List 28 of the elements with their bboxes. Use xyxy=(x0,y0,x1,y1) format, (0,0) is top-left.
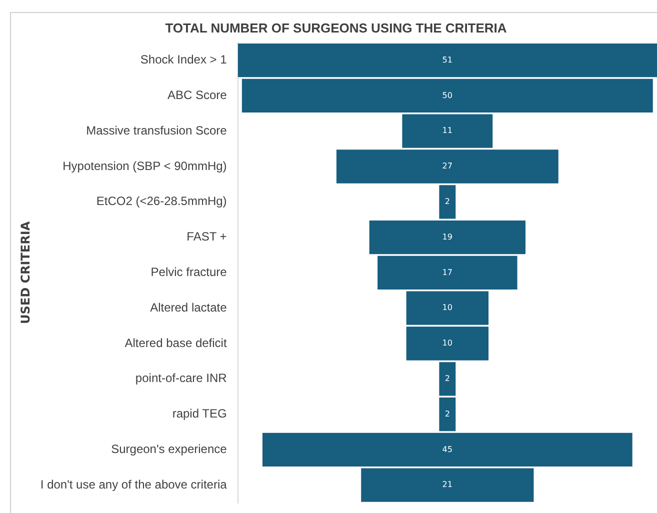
data-label: 10 xyxy=(442,338,452,348)
data-label: 51 xyxy=(442,55,452,64)
category-label: Pelvic fracture xyxy=(150,265,228,280)
category-label: Altered base deficit xyxy=(124,336,228,350)
data-label: 17 xyxy=(442,268,452,277)
category-label: ABC Score xyxy=(167,88,228,102)
data-label: 27 xyxy=(442,162,452,171)
data-label: 50 xyxy=(442,90,452,100)
category-label: point-of-care INR xyxy=(135,371,228,386)
data-label: 19 xyxy=(442,232,452,242)
data-label: 11 xyxy=(442,126,452,136)
category-label: Shock Index > 1 xyxy=(140,52,228,67)
data-label: 2 xyxy=(444,196,450,206)
category-label: rapid TEG xyxy=(172,406,227,421)
category-label: Surgeon's experience xyxy=(111,442,228,456)
category-label: FAST + xyxy=(186,230,227,244)
data-label: 21 xyxy=(442,480,452,490)
data-label: 45 xyxy=(442,444,452,454)
category-label: EtCO2 (<26-28.5mmHg) xyxy=(96,194,227,208)
category-label: Altered lactate xyxy=(150,300,228,314)
data-label: 2 xyxy=(444,409,450,418)
data-label: 2 xyxy=(444,374,450,383)
category-label: Hypotension (SBP < 90mmHg) xyxy=(62,158,227,173)
category-label: I don't use any of the above criteria xyxy=(40,477,228,492)
category-label: Massive transfusion Score xyxy=(86,123,228,138)
text: USED CRITERIA xyxy=(18,220,32,324)
data-label: 10 xyxy=(442,303,452,312)
text: TOTAL NUMBER OF SURGEONS USING THE CRITERIA xyxy=(165,20,508,36)
